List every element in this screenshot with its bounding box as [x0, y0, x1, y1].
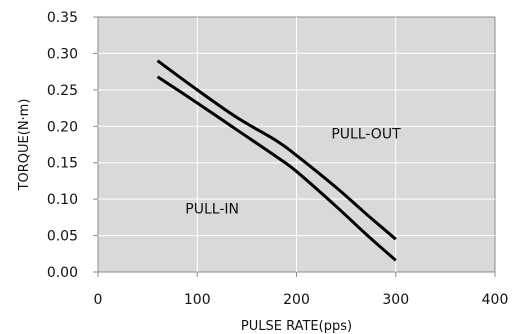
tick-marks	[93, 16, 496, 277]
x-tick-label: 300	[382, 292, 409, 308]
pull-out-curve	[156, 59, 397, 241]
y-axis-title: TORQUE(N·m)	[17, 99, 32, 192]
x-axis-title: PULSE RATE(pps)	[241, 319, 352, 334]
y-tick-label: 0.00	[47, 265, 78, 281]
y-tick-label: 0.30	[47, 46, 78, 62]
x-tick-label: 400	[482, 292, 509, 308]
y-tick-label: 0.10	[47, 192, 78, 208]
y-tick-label: 0.25	[47, 83, 78, 99]
pull-in-curve	[156, 75, 397, 262]
pull-in-label: PULL-IN	[185, 202, 239, 218]
x-tick-label: 100	[184, 292, 211, 308]
grid-lines	[98, 17, 495, 272]
series-lines	[156, 59, 397, 262]
y-tick-label: 0.35	[47, 10, 78, 26]
y-tick-label: 0.15	[47, 156, 78, 172]
x-tick-label: 0	[94, 292, 103, 308]
y-tick-label: 0.05	[47, 229, 78, 245]
annotations: PULL-OUT PULL-IN	[185, 127, 401, 218]
pull-out-label: PULL-OUT	[331, 127, 401, 143]
x-tick-label: 200	[283, 292, 310, 308]
y-tick-label: 0.20	[47, 119, 78, 135]
tick-labels: 0 100 200 300 400 0.00 0.05 0.10 0.15 0.20 0.25 0.3…	[47, 10, 509, 308]
